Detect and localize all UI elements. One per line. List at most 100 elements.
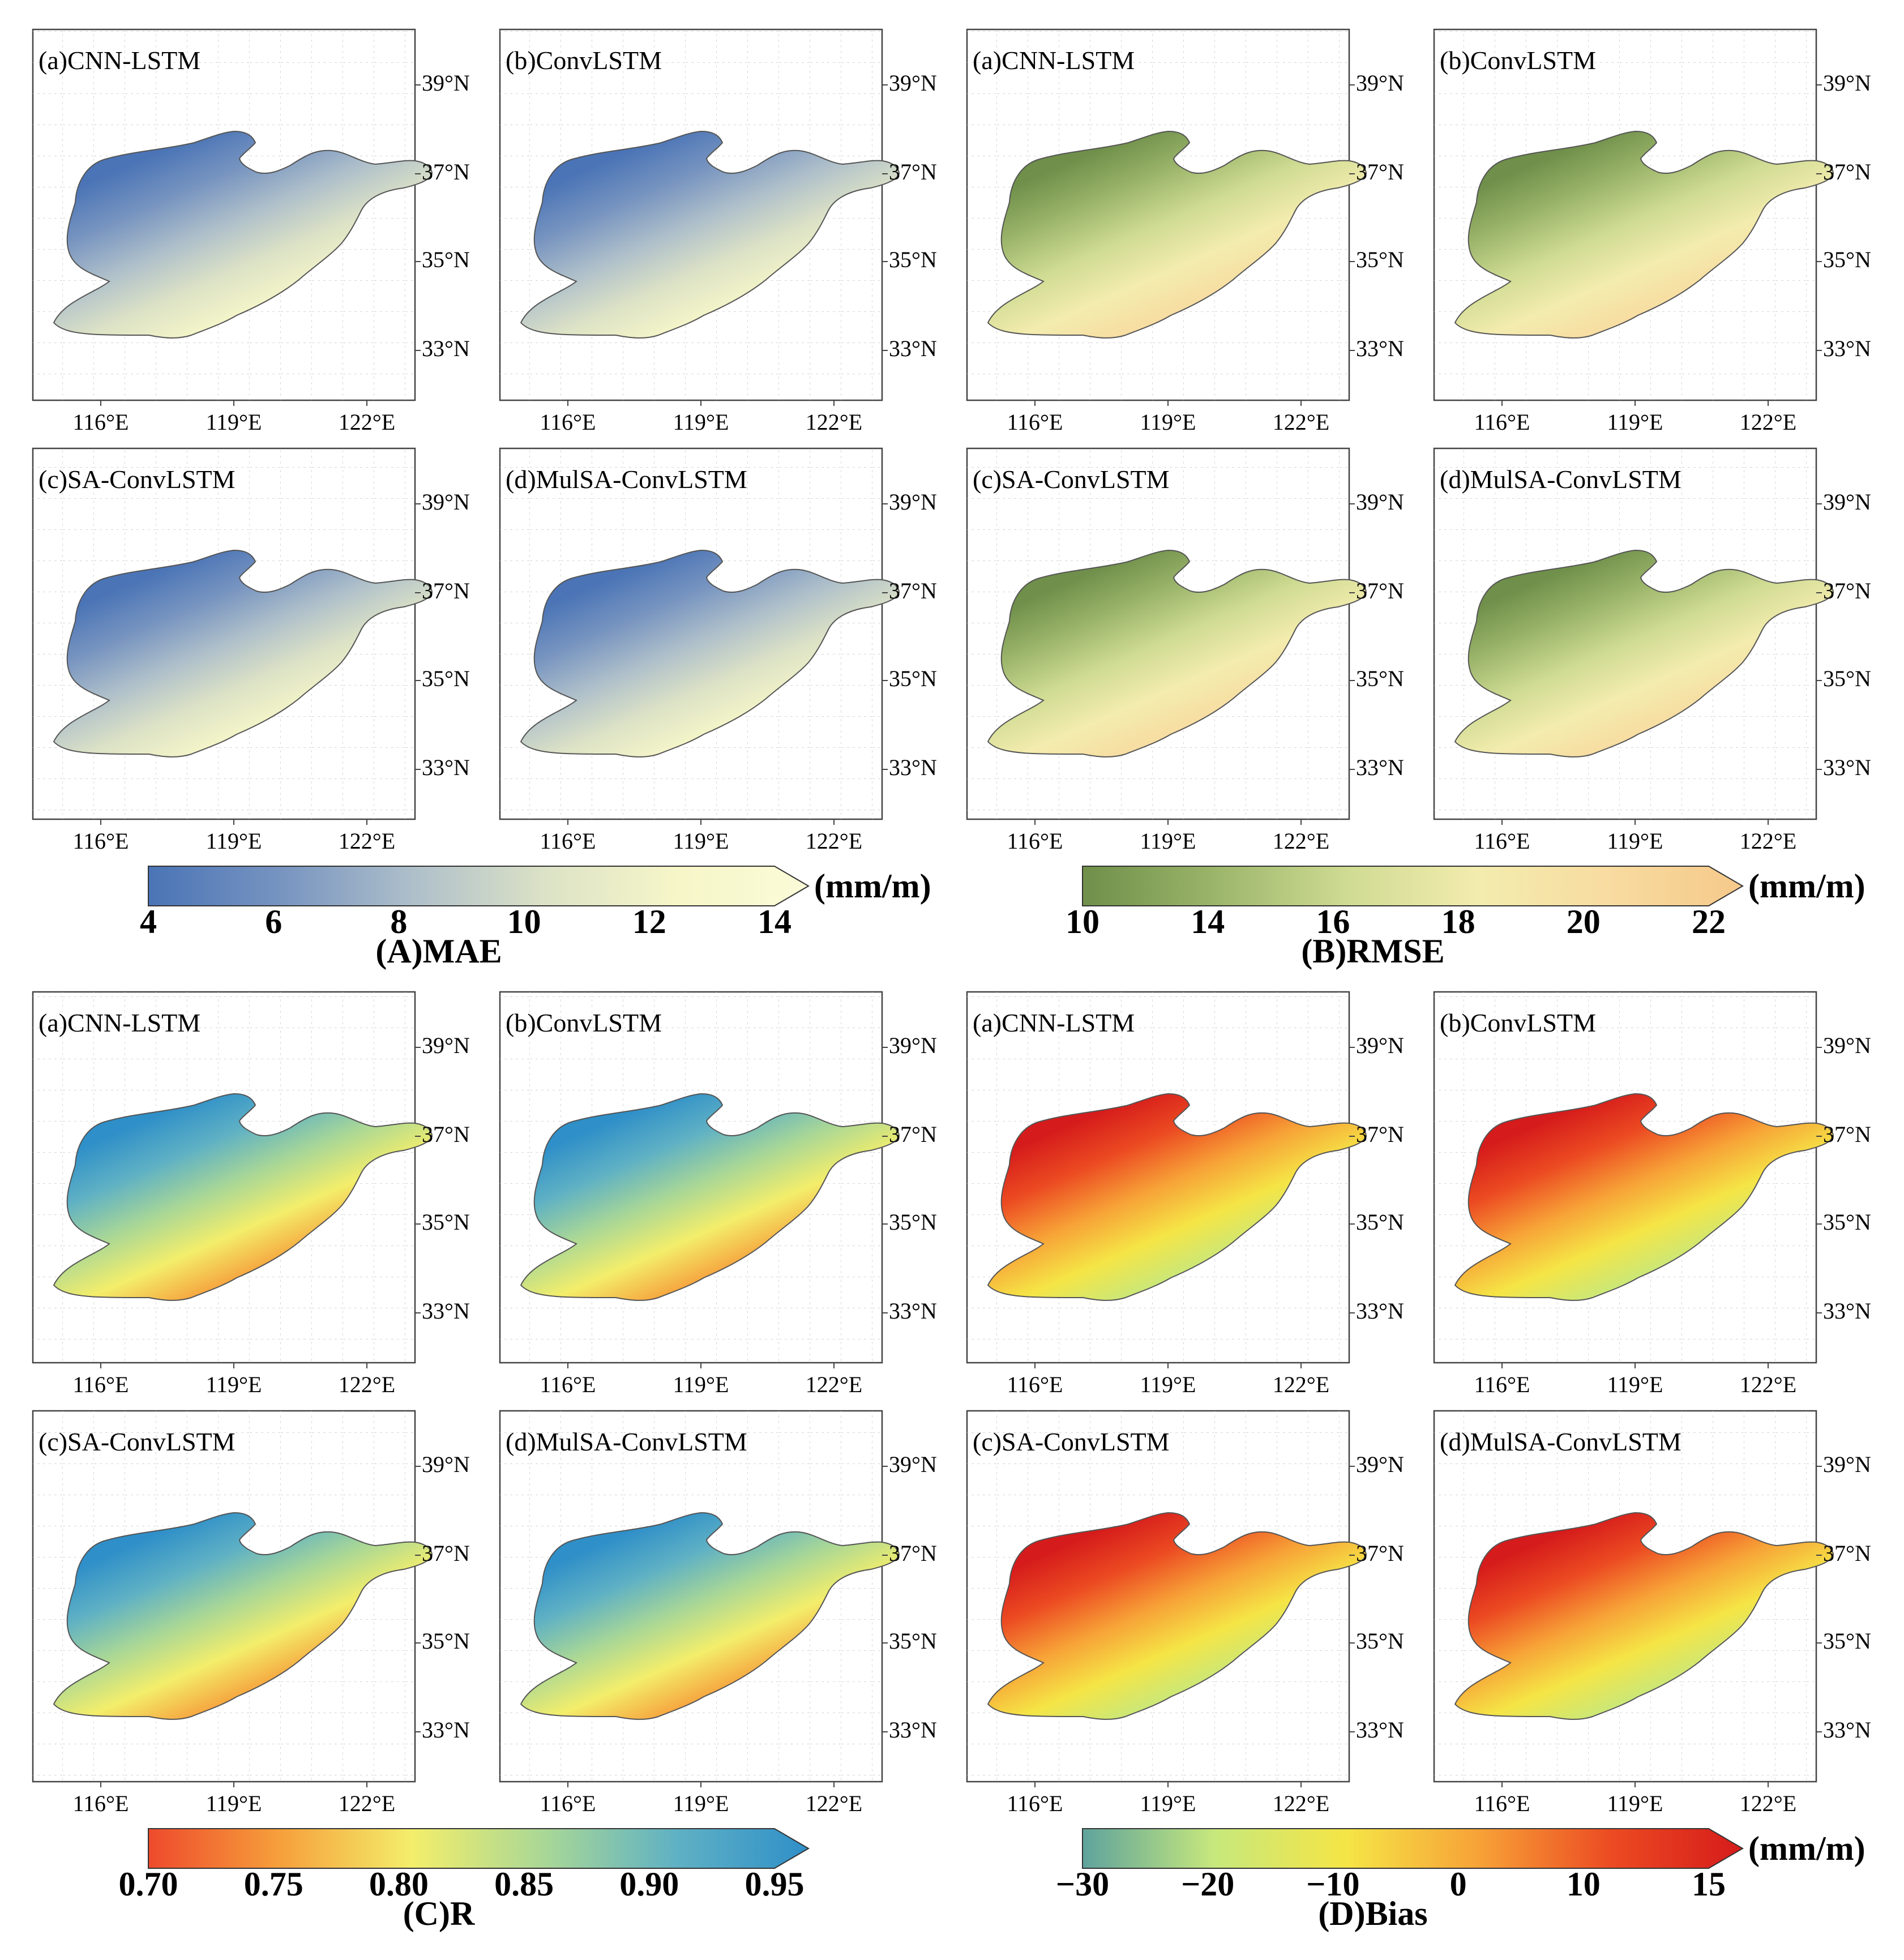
lat-tick-label: 39°N	[889, 1452, 937, 1477]
lat-tick-label: 33°N	[889, 1717, 937, 1743]
lat-tick-label: 35°N	[1356, 1209, 1404, 1235]
lon-tick-label: 122°E	[806, 409, 862, 435]
colorbar-tick-label: 6	[265, 903, 282, 940]
lon-tick-label: 122°E	[1740, 409, 1796, 435]
lat-tick-label: 37°N	[422, 159, 470, 185]
panel-label: (a)CNN-LSTM	[38, 46, 200, 75]
panel-label: (b)ConvLSTM	[1440, 46, 1596, 75]
lat-tick-label: 35°N	[422, 1628, 470, 1654]
lat-tick-label: 35°N	[889, 247, 937, 272]
colorbar-tick-label: −10	[1306, 1865, 1359, 1903]
lon-tick-label: 116°E	[1007, 409, 1063, 435]
colorbar-tick-label: 16	[1316, 903, 1350, 940]
lon-tick-label: 122°E	[1273, 828, 1329, 854]
lat-tick-label: 33°N	[1823, 755, 1871, 780]
panel-label: (d)MulSA-ConvLSTM	[506, 465, 747, 494]
panel-label: (a)CNN-LSTM	[973, 46, 1135, 75]
lat-tick-label: 33°N	[889, 755, 937, 780]
lon-tick-label: 122°E	[339, 828, 395, 854]
lon-tick-label: 122°E	[1273, 409, 1329, 435]
colorbar-unit: (mm/m)	[1748, 1830, 1866, 1867]
lat-tick-label: 37°N	[889, 1122, 937, 1147]
lon-tick-label: 119°E	[673, 828, 729, 854]
group-caption: (D)Bias	[1318, 1895, 1427, 1932]
colorbar-tick-label: 10	[507, 903, 541, 940]
map-panel-D-3: (c)SA-ConvLSTM 39°N 37°N 35°N 33°N 116°E 119°E…	[966, 1410, 1404, 1816]
lat-tick-label: 35°N	[422, 1209, 470, 1235]
lat-tick-label: 39°N	[422, 1033, 470, 1058]
lon-tick-label: 122°E	[1740, 828, 1796, 854]
lon-tick-label: 116°E	[1007, 828, 1063, 854]
lat-tick-label: 37°N	[889, 1540, 937, 1566]
panel-label: (b)ConvLSTM	[506, 46, 662, 75]
group-caption: (B)RMSE	[1301, 932, 1444, 970]
lat-tick-label: 35°N	[422, 247, 470, 272]
lon-tick-label: 116°E	[73, 1372, 129, 1397]
colorbar-tick-label: 8	[390, 903, 407, 940]
lat-tick-label: 35°N	[1823, 247, 1871, 272]
lon-tick-label: 119°E	[1607, 1791, 1663, 1816]
panel-label: (d)MulSA-ConvLSTM	[1440, 465, 1681, 494]
colorbar-tick-label: 0	[1450, 1865, 1467, 1903]
lat-tick-label: 33°N	[1356, 755, 1404, 780]
lat-tick-label: 35°N	[1823, 1628, 1871, 1654]
lat-tick-label: 33°N	[1823, 336, 1871, 361]
colorbar-unit: (mm/m)	[814, 867, 931, 905]
lon-tick-label: 122°E	[1740, 1791, 1796, 1816]
lon-tick-label: 122°E	[339, 409, 395, 435]
colorbar-tick-label: 15	[1692, 1865, 1726, 1903]
panel-label: (c)SA-ConvLSTM	[973, 1427, 1170, 1456]
colorbar-tick-label: 0.95	[745, 1865, 805, 1903]
colorbar-tick-label: 14	[758, 903, 791, 940]
lon-tick-label: 119°E	[1140, 1372, 1196, 1397]
map-panel-D-2: (b)ConvLSTM 39°N 37°N 35°N 33°N 116°E 119°E 122…	[1433, 991, 1871, 1397]
lat-tick-label: 33°N	[422, 755, 470, 780]
lon-tick-label: 116°E	[1474, 1372, 1530, 1397]
lon-tick-label: 116°E	[540, 409, 596, 435]
colorbar-D: −30 −20 −10 0 10 15 (mm/m) (D)Bias	[1056, 1828, 1866, 1932]
map-panel-C-2: (b)ConvLSTM 39°N 37°N 35°N 33°N 116°E 119°E 122…	[499, 991, 937, 1397]
lon-tick-label: 116°E	[540, 828, 596, 854]
lat-tick-label: 37°N	[1823, 1540, 1871, 1566]
colorbar-tick-label: −30	[1056, 1865, 1109, 1903]
lat-tick-label: 35°N	[889, 1209, 937, 1235]
panel-label: (b)ConvLSTM	[1440, 1008, 1596, 1037]
lon-tick-label: 122°E	[1273, 1791, 1329, 1816]
lon-tick-label: 116°E	[1474, 828, 1530, 854]
lon-tick-label: 122°E	[339, 1791, 395, 1816]
colorbar-tick-label: 22	[1692, 903, 1726, 940]
lat-tick-label: 39°N	[1356, 1452, 1404, 1477]
colorbar-tick-label: 0.70	[119, 1865, 178, 1903]
panel-label: (d)MulSA-ConvLSTM	[506, 1427, 747, 1456]
lat-tick-label: 37°N	[1356, 1540, 1404, 1566]
panel-label: (c)SA-ConvLSTM	[973, 465, 1170, 494]
colorbar-unit: (mm/m)	[1748, 867, 1866, 905]
lon-tick-label: 122°E	[806, 1372, 862, 1397]
lat-tick-label: 33°N	[1356, 1298, 1404, 1324]
lat-tick-label: 39°N	[889, 489, 937, 515]
lat-tick-label: 37°N	[1356, 159, 1404, 185]
lon-tick-label: 116°E	[540, 1372, 596, 1397]
lon-tick-label: 122°E	[1740, 1372, 1796, 1397]
lat-tick-label: 39°N	[1356, 1033, 1404, 1058]
map-panel-D-1: (a)CNN-LSTM 39°N 37°N 35°N 33°N 116°E 119°E 122…	[966, 991, 1404, 1397]
map-panel-A-2: (b)ConvLSTM 39°N 37°N 35°N 33°N 116°E 119°E 122…	[499, 28, 937, 435]
lon-tick-label: 119°E	[1607, 1372, 1663, 1397]
lat-tick-label: 39°N	[422, 489, 470, 515]
lon-tick-label: 119°E	[206, 1791, 262, 1816]
lat-tick-label: 33°N	[422, 336, 470, 361]
lon-tick-label: 119°E	[1140, 409, 1196, 435]
map-panel-C-3: (c)SA-ConvLSTM 39°N 37°N 35°N 33°N 116°E 119°E…	[32, 1410, 470, 1816]
colorbar-tick-label: 20	[1567, 903, 1601, 940]
lon-tick-label: 116°E	[1474, 1791, 1530, 1816]
lat-tick-label: 37°N	[1356, 578, 1404, 604]
lon-tick-label: 119°E	[1607, 828, 1663, 854]
lat-tick-label: 35°N	[1356, 1628, 1404, 1654]
map-panel-D-4: (d)MulSA-ConvLSTM 39°N 37°N 35°N 33°N 116°E 11…	[1433, 1410, 1871, 1816]
colorbar-tick-label: 10	[1066, 903, 1099, 940]
lat-tick-label: 35°N	[1823, 1209, 1871, 1235]
colorbar-tick-label: 14	[1191, 903, 1225, 940]
lat-tick-label: 33°N	[1823, 1717, 1871, 1743]
group-caption: (C)R	[403, 1895, 475, 1932]
